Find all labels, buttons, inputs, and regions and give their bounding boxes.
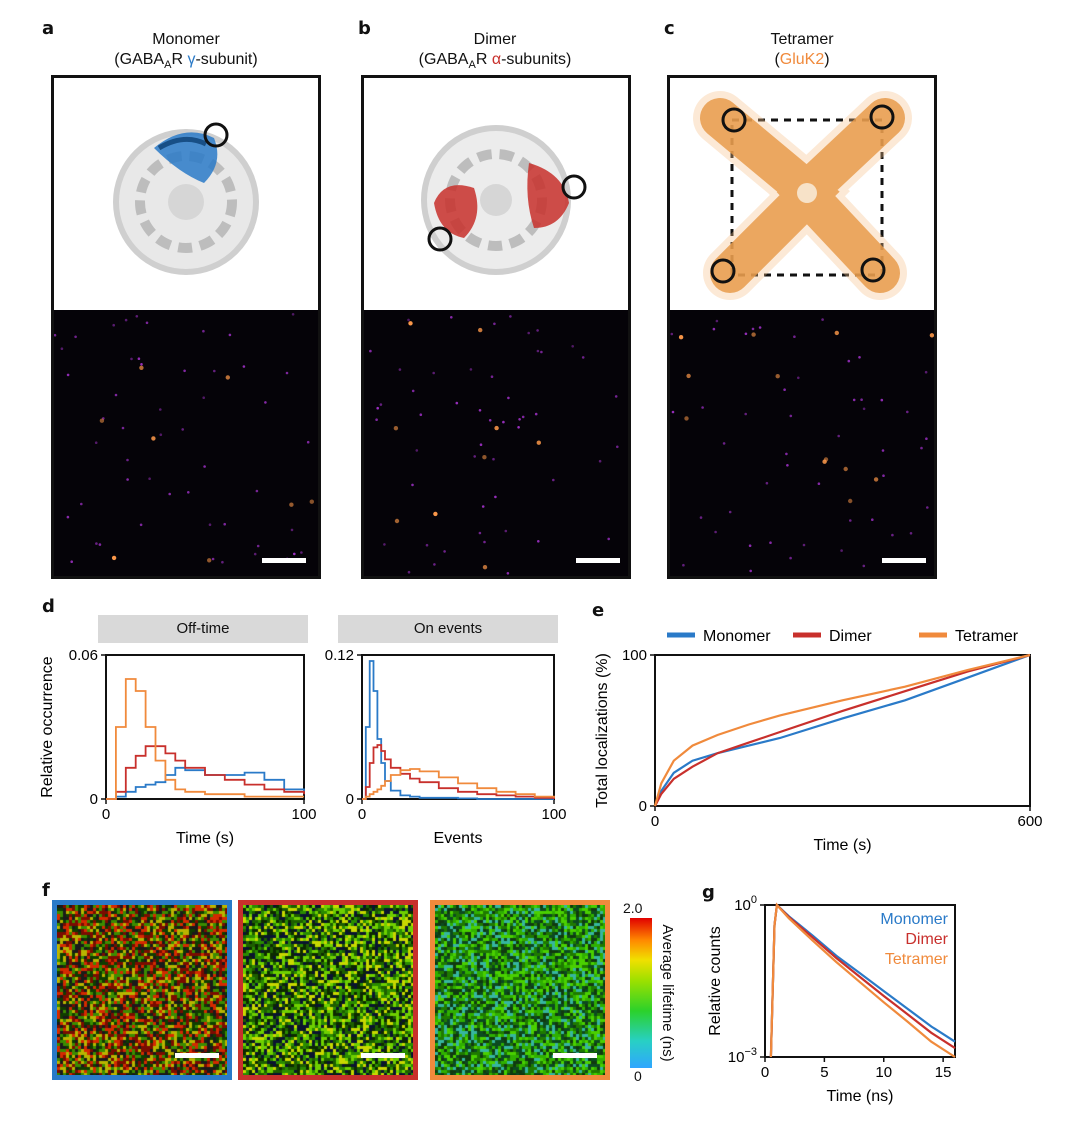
panel-label-e: e [592, 600, 605, 621]
panel-c-title-line2: (GluK2) [774, 51, 830, 68]
panel-label-d: d [42, 596, 55, 617]
panel-a-title-line1: Monomer [152, 31, 220, 48]
dimer-structure-image [361, 75, 631, 310]
y-tick-label: 0 [90, 791, 98, 808]
series-line-monomer [106, 766, 305, 800]
colorbar-max-label: 2.0 [623, 900, 643, 916]
x-tick-label: 0 [102, 806, 110, 823]
x-tick-label: 0 [358, 806, 366, 823]
tetramer-structure-image [667, 75, 937, 310]
panel-label-a: a [42, 18, 55, 39]
panel-label-f: f [42, 880, 50, 901]
y-tick-label: 0.06 [69, 647, 98, 664]
panel-label-g: g [702, 882, 715, 903]
x-tick-label: 100 [291, 806, 316, 823]
off-time-tag: Off-time [98, 615, 308, 643]
panel-b-title-line1: Dimer [473, 31, 517, 48]
x-tick-label: 600 [1017, 813, 1042, 830]
monomer-localization-image [51, 310, 321, 579]
plot-frame [764, 904, 956, 1058]
tetramer-localization-image [667, 310, 937, 579]
scale-bar [882, 558, 926, 563]
legend-label-tetramer: Tetramer [885, 951, 949, 968]
y-tick-label: 100 [734, 894, 757, 914]
legend-label-monomer: Monomer [703, 628, 771, 645]
legend-label-tetramer: Tetramer [955, 628, 1019, 645]
x-axis-label: Time (s) [813, 837, 871, 854]
series-line-monomer [653, 653, 1031, 807]
series-line-monomer [362, 660, 554, 800]
tetramer-flim-image [430, 900, 610, 1080]
lifetime-colorbar [630, 918, 652, 1068]
legend-label-dimer: Dimer [905, 931, 948, 948]
panel-c-title: Tetramer (GluK2) [652, 30, 952, 70]
series-line-tetramer [106, 678, 304, 800]
scale-bar [175, 1053, 219, 1058]
panel-a-title: Monomer (GABAAR γ-subunit) [36, 30, 336, 75]
series-line-dimer [362, 744, 555, 800]
panel-b-title: Dimer (GABAAR α-subunits) [345, 30, 645, 75]
panel-label-b: b [358, 18, 371, 39]
series-line-tetramer [362, 768, 555, 800]
y-tick-label: 0 [346, 791, 354, 808]
panel-c-title-line1: Tetramer [770, 31, 834, 48]
plot-frame [654, 654, 1031, 807]
scale-bar [361, 1053, 405, 1058]
scale-bar [553, 1053, 597, 1058]
panel-a-title-line2: (GABAAR γ-subunit) [114, 51, 258, 72]
x-axis-label: Events [434, 830, 483, 847]
series-line-tetramer [769, 902, 956, 1058]
monomer-structure-image [51, 75, 321, 310]
x-tick-label: 15 [935, 1064, 952, 1081]
legend-label-monomer: Monomer [880, 911, 948, 928]
x-axis-label: Time (s) [176, 830, 234, 847]
y-tick-label: 0.12 [325, 647, 354, 664]
x-tick-label: 0 [761, 1064, 769, 1081]
scale-bar [262, 558, 306, 563]
dimer-localization-image [361, 310, 631, 579]
colorbar-title: Average lifetime (ns) [659, 924, 676, 1062]
colorbar-min-label: 0 [634, 1068, 642, 1084]
y-axis-label: Total localizations (%) [594, 653, 611, 808]
series-line-tetramer [653, 653, 1031, 807]
off-time-histogram: 0 100 0 0.06 Time (s) Relative occurrence [39, 647, 317, 847]
y-tick-label: 10−3 [728, 1046, 757, 1066]
series-line-dimer [106, 745, 305, 800]
decay-curves-chart: 0 5 10 15 100 10−3 Time (ns) Relative counts Mon… [707, 894, 956, 1105]
x-tick-label: 5 [820, 1064, 828, 1081]
y-tick-label: 0 [639, 798, 647, 815]
plot-frame [105, 654, 305, 800]
panel-b-title-line2: (GABAAR α-subunits) [418, 51, 572, 72]
x-tick-label: 100 [541, 806, 566, 823]
dimer-flim-image [238, 900, 418, 1080]
on-events-tag: On events [338, 615, 558, 643]
panel-label-c: c [664, 18, 675, 39]
x-tick-label: 10 [875, 1064, 892, 1081]
series-line-dimer [654, 653, 1031, 807]
y-axis-label: Relative counts [707, 926, 724, 1035]
y-tick-label: 100 [622, 647, 647, 664]
on-events-histogram: 0 100 0 0.12 Events [325, 647, 567, 847]
x-tick-label: 0 [651, 813, 659, 830]
y-axis-label: Relative occurrence [39, 656, 56, 798]
legend-label-dimer: Dimer [829, 628, 872, 645]
monomer-flim-image [52, 900, 232, 1080]
total-localizations-chart: 0 600 0 100 Time (s) Total localizations (%) M… [594, 628, 1043, 854]
scale-bar [576, 558, 620, 563]
x-axis-label: Time (ns) [827, 1088, 894, 1105]
